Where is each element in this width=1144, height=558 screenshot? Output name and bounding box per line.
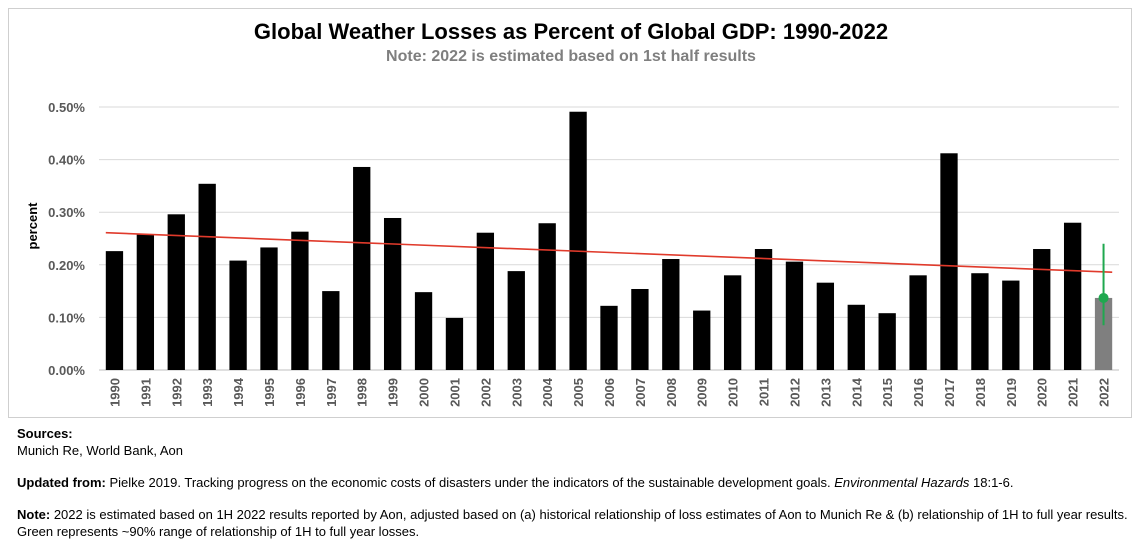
- bar-1993: [198, 183, 216, 370]
- y-axis-label: percent: [25, 202, 40, 250]
- x-tick-label: 1997: [324, 378, 339, 407]
- bar-2021: [1063, 222, 1082, 370]
- y-tick-label: 0.00%: [48, 363, 85, 378]
- y-axis-ticks: 0.00% 0.10% 0.20% 0.30% 0.40% 0.50%: [48, 100, 85, 378]
- y-tick-label: 0.30%: [48, 205, 85, 220]
- x-tick-label: 1993: [200, 378, 215, 407]
- x-tick-label: 1990: [107, 378, 122, 407]
- bar-1998: [353, 166, 371, 370]
- x-tick-label: 1998: [355, 378, 370, 407]
- trend-line: [105, 231, 1113, 273]
- bar-2018: [971, 273, 989, 370]
- bar-1991: [136, 234, 155, 370]
- x-tick-label: 2018: [973, 378, 988, 407]
- x-tick-label: 2002: [478, 378, 493, 407]
- x-tick-label: 2019: [1004, 378, 1019, 407]
- x-tick-label: 1999: [386, 378, 401, 407]
- x-tick-label: 2016: [911, 378, 926, 407]
- x-tick-label: 1994: [231, 377, 246, 407]
- bar-1997: [322, 291, 340, 370]
- bar-1990: [105, 251, 124, 370]
- bar-2012: [785, 261, 804, 370]
- sources-text: Munich Re, World Bank, Aon: [17, 443, 183, 458]
- chart: Global Weather Losses as Percent of Glob…: [25, 19, 1119, 407]
- x-tick-label: 1991: [138, 378, 153, 407]
- x-tick-label: 2021: [1066, 378, 1081, 407]
- updated-journal: Environmental Hazards: [834, 475, 970, 490]
- x-tick-label: 2008: [664, 378, 679, 407]
- x-tick-label: 2007: [633, 378, 648, 407]
- x-tick-label: 2004: [540, 377, 555, 407]
- chart-title: Global Weather Losses as Percent of Glob…: [254, 19, 888, 44]
- bar-2002: [476, 232, 495, 370]
- bar-2019: [1002, 280, 1020, 370]
- bar-2016: [909, 275, 927, 370]
- footer-notes: Sources: Munich Re, World Bank, Aon Upda…: [17, 425, 1132, 540]
- bar-1999: [383, 217, 402, 370]
- bar-1992: [167, 214, 185, 370]
- x-tick-label: 2020: [1035, 378, 1050, 407]
- x-tick-label: 2001: [447, 378, 462, 407]
- x-tick-label: 2015: [880, 378, 895, 407]
- estimate-point: [1098, 292, 1109, 303]
- bar-2009: [693, 310, 711, 370]
- bar-2000: [414, 292, 433, 370]
- x-tick-label: 2012: [787, 378, 802, 407]
- x-tick-label: 2009: [695, 378, 710, 407]
- chart-panel: Global Weather Losses as Percent of Glob…: [8, 8, 1132, 418]
- y-tick-label: 0.20%: [48, 258, 85, 273]
- x-tick-label: 2011: [757, 378, 772, 406]
- x-tick-label: 2013: [818, 378, 833, 407]
- bar-1996: [291, 231, 309, 370]
- bar-1994: [229, 260, 247, 370]
- x-tick-label: 2014: [849, 377, 864, 407]
- x-tick-label: 1996: [293, 378, 308, 407]
- x-tick-label: 2022: [1097, 378, 1112, 407]
- bar-2003: [507, 271, 525, 370]
- sources-heading: Sources:: [17, 426, 73, 441]
- bar-2010: [723, 275, 742, 370]
- bar-2005: [569, 111, 587, 370]
- updated-heading: Updated from:: [17, 475, 106, 490]
- x-tick-label: 2017: [942, 378, 957, 407]
- y-tick-label: 0.10%: [48, 310, 85, 325]
- x-tick-label: 1992: [169, 378, 184, 407]
- bar-2017: [940, 153, 958, 370]
- bar-2001: [445, 317, 464, 370]
- bar-2008: [662, 259, 680, 370]
- bar-2020: [1033, 249, 1051, 370]
- overlays: [105, 231, 1113, 326]
- bar-2007: [631, 288, 649, 370]
- bar-2013: [816, 282, 835, 370]
- updated-tail: 18:1-6.: [969, 475, 1014, 490]
- x-tick-label: 2010: [726, 378, 741, 407]
- x-axis-ticks: 1990 1991 1992 1993 1994 1995 1996 1997 1998 1999…: [107, 377, 1111, 407]
- bar-1995: [260, 247, 278, 370]
- chart-subtitle: Note: 2022 is estimated based on 1st hal…: [386, 48, 756, 65]
- y-tick-label: 0.50%: [48, 100, 85, 115]
- bar-2022: [1094, 297, 1113, 370]
- x-tick-label: 2000: [417, 378, 432, 407]
- x-tick-label: 2005: [571, 378, 586, 407]
- bar-2006: [600, 305, 618, 370]
- y-tick-label: 0.40%: [48, 153, 85, 168]
- bar-2011: [754, 249, 773, 370]
- note-text: 2022 is estimated based on 1H 2022 resul…: [17, 507, 1128, 539]
- x-tick-label: 1995: [262, 378, 277, 407]
- updated-text: Pielke 2019. Tracking progress on the ec…: [105, 475, 835, 490]
- bar-2015: [878, 313, 896, 370]
- x-tick-label: 2003: [509, 378, 524, 407]
- bars: [105, 111, 1113, 370]
- bar-2004: [538, 223, 556, 370]
- bar-2014: [847, 304, 865, 370]
- x-tick-label: 2006: [602, 378, 617, 407]
- note-heading: Note:: [17, 507, 51, 522]
